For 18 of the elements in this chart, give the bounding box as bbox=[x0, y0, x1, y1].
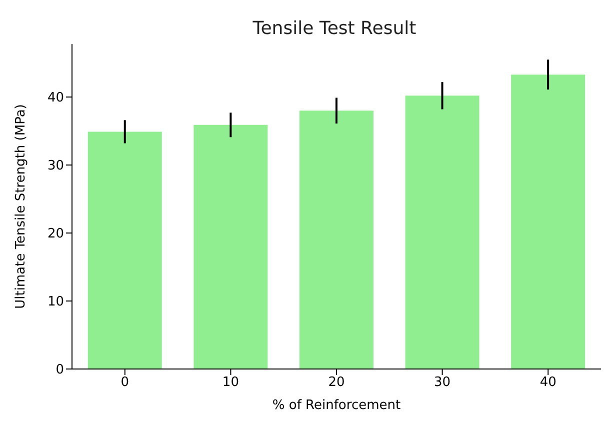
x-tick-label: 10 bbox=[222, 375, 239, 390]
y-tick-label: 40 bbox=[47, 90, 64, 106]
y-axis-title: Ultimate Tensile Strength (MPa) bbox=[14, 104, 29, 309]
y-tick-label: 0 bbox=[56, 362, 64, 378]
bar bbox=[511, 74, 586, 369]
y-tick-label: 10 bbox=[47, 294, 64, 310]
y-tick-label: 30 bbox=[47, 158, 64, 174]
y-tick-label: 20 bbox=[47, 226, 64, 242]
bar bbox=[88, 132, 162, 369]
x-tick-label: 20 bbox=[328, 375, 345, 390]
x-axis-title: % of Reinforcement bbox=[272, 398, 401, 413]
x-tick-label: 0 bbox=[120, 375, 130, 390]
x-tick-label: 30 bbox=[434, 375, 451, 390]
bar bbox=[194, 124, 268, 369]
chart-title: Tensile Test Result bbox=[252, 18, 418, 39]
bar bbox=[299, 110, 374, 369]
bar bbox=[405, 96, 480, 369]
x-tick-label: 40 bbox=[540, 375, 556, 390]
